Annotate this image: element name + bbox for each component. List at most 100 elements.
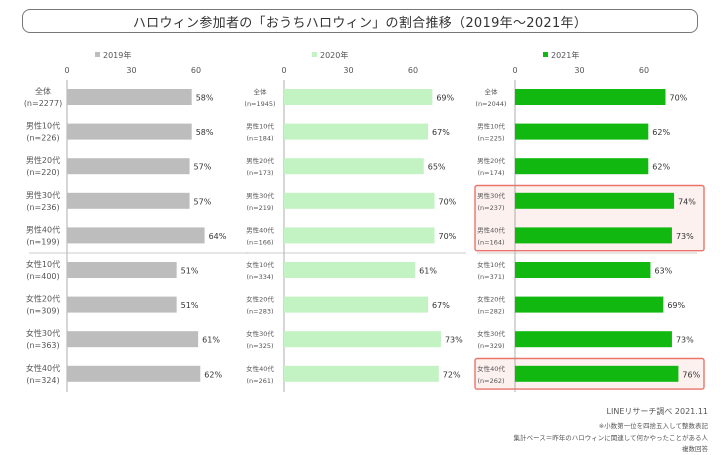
category-label-2021-1: 男性10代 [477,122,505,131]
value-label-2019-5: 51% [181,267,199,276]
bar-2021-6 [515,296,664,313]
sample-size-2020-2: (n=173) [246,169,273,177]
sample-size-2019-7: (n=363) [26,341,59,350]
sample-size-2020-7: (n=325) [246,342,273,350]
category-label-2019-1: 男性10代 [26,121,60,131]
legend-label-2020: 2020年 [320,50,348,60]
value-label-2020-8: 72% [443,370,461,379]
tick-label-2019-30: 30 [126,66,136,75]
sample-size-2019-0: (n=2277) [24,99,62,108]
sample-size-2020-5: (n=334) [246,273,273,281]
footer-note-base: 集計ベース＝昨年のハロウィンに関連して何かやったことがある人 [513,434,708,442]
value-label-2021-4: 73% [676,232,694,241]
category-label-2021-8: 女性40代 [477,364,505,373]
sample-size-2019-2: (n=220) [26,168,59,177]
tick-label-2019-0: 0 [64,66,69,75]
sample-size-2020-0: (n=1945) [244,100,275,108]
sample-size-2019-8: (n=324) [26,376,59,385]
legend-label-2021: 2021年 [551,50,579,60]
tick-label-2021-0: 0 [512,66,517,75]
sample-size-2021-0: (n=2044) [475,100,506,108]
value-label-2021-7: 73% [676,336,694,345]
tick-label-2021-60: 60 [639,66,649,75]
category-label-2019-8: 女性40代 [26,363,60,373]
sample-size-2020-4: (n=166) [246,238,273,246]
bar-2019-8 [67,365,201,382]
bar-2019-3 [67,192,190,209]
category-label-2021-6: 女性20代 [477,295,505,304]
footer-source: LINEリサーチ調べ 2021.11 [606,407,708,416]
legend-swatch-2019 [95,52,100,57]
sample-size-2020-8: (n=261) [246,377,273,385]
sample-size-2019-1: (n=226) [26,134,59,143]
bar-2021-8 [515,365,679,382]
bar-2021-3 [515,192,675,209]
sample-size-2021-2: (n=174) [477,169,504,177]
value-label-2020-5: 61% [419,267,437,276]
value-label-2020-0: 69% [436,94,454,103]
bar-2019-5 [67,262,177,278]
bar-2019-6 [67,296,177,313]
category-label-2020-4: 男性40代 [246,225,274,234]
sample-size-2019-3: (n=236) [26,203,59,212]
sample-size-2019-6: (n=309) [26,307,59,316]
bar-2020-8 [284,365,439,382]
category-label-2019-6: 女性20代 [26,294,60,304]
footer-note-rounding: ※小数第一位を四捨五入して整数表記 [598,422,708,430]
bar-2020-4 [284,227,435,244]
value-label-2019-4: 64% [209,232,227,241]
bar-2020-7 [284,331,441,348]
bar-2020-0 [284,89,433,105]
sample-size-2021-6: (n=282) [477,308,504,316]
sample-size-2021-3: (n=237) [477,204,504,212]
sample-size-2021-7: (n=329) [477,342,504,350]
category-label-2019-2: 男性20代 [26,155,60,165]
value-label-2021-5: 63% [654,267,672,276]
category-label-2020-0: 全体 [254,87,268,96]
value-label-2019-0: 58% [196,94,214,103]
bar-2021-0 [515,89,666,105]
value-label-2020-2: 65% [428,163,446,172]
sample-size-2021-1: (n=225) [477,135,504,143]
bar-2020-1 [284,123,429,140]
bar-2019-0 [67,89,192,105]
chart-title-text: ハロウィン参加者の「おうちハロウィン」の割合推移（2019年〜2021年） [132,15,588,31]
footer-note-multiple: 複数回答 [682,445,708,453]
category-label-2021-0: 全体 [485,87,499,96]
category-label-2021-2: 男性20代 [477,156,505,165]
category-label-2019-4: 男性40代 [26,224,60,234]
bar-2020-2 [284,158,424,175]
sample-size-2020-1: (n=184) [246,135,273,143]
sample-size-2021-4: (n=164) [477,238,504,246]
bar-2019-7 [67,331,199,348]
value-label-2019-3: 57% [194,197,212,206]
chart-title: ハロウィン参加者の「おうちハロウィン」の割合推移（2019年〜2021年） [22,9,698,33]
category-label-2020-3: 男性30代 [246,191,274,200]
sample-size-2019-5: (n=400) [26,272,59,281]
category-label-2020-7: 女性30代 [246,329,274,338]
value-label-2020-1: 67% [432,128,450,137]
value-label-2021-1: 62% [652,128,670,137]
category-label-2019-5: 女性10代 [26,259,60,269]
value-label-2021-8: 76% [682,370,700,379]
value-label-2020-6: 67% [432,301,450,310]
bar-2019-4 [67,227,205,244]
category-label-2020-6: 女性20代 [246,295,274,304]
value-label-2020-4: 70% [439,232,457,241]
legend-swatch-2020 [312,52,317,57]
bar-2021-2 [515,158,649,175]
sample-size-2021-5: (n=371) [477,273,504,281]
bar-2021-7 [515,331,672,348]
bar-2020-5 [284,262,416,278]
category-label-2021-7: 女性30代 [477,329,505,338]
bar-2020-6 [284,296,429,313]
value-label-2021-0: 70% [670,94,688,103]
category-label-2021-5: 女性10代 [477,260,505,269]
category-label-2019-0: 全体 [35,86,51,96]
bar-2020-3 [284,192,435,209]
bar-2019-1 [67,123,192,140]
category-label-2020-1: 男性10代 [246,122,274,131]
legend-label-2019: 2019年 [103,50,131,60]
value-label-2021-3: 74% [678,197,696,206]
category-label-2019-3: 男性30代 [26,190,60,200]
